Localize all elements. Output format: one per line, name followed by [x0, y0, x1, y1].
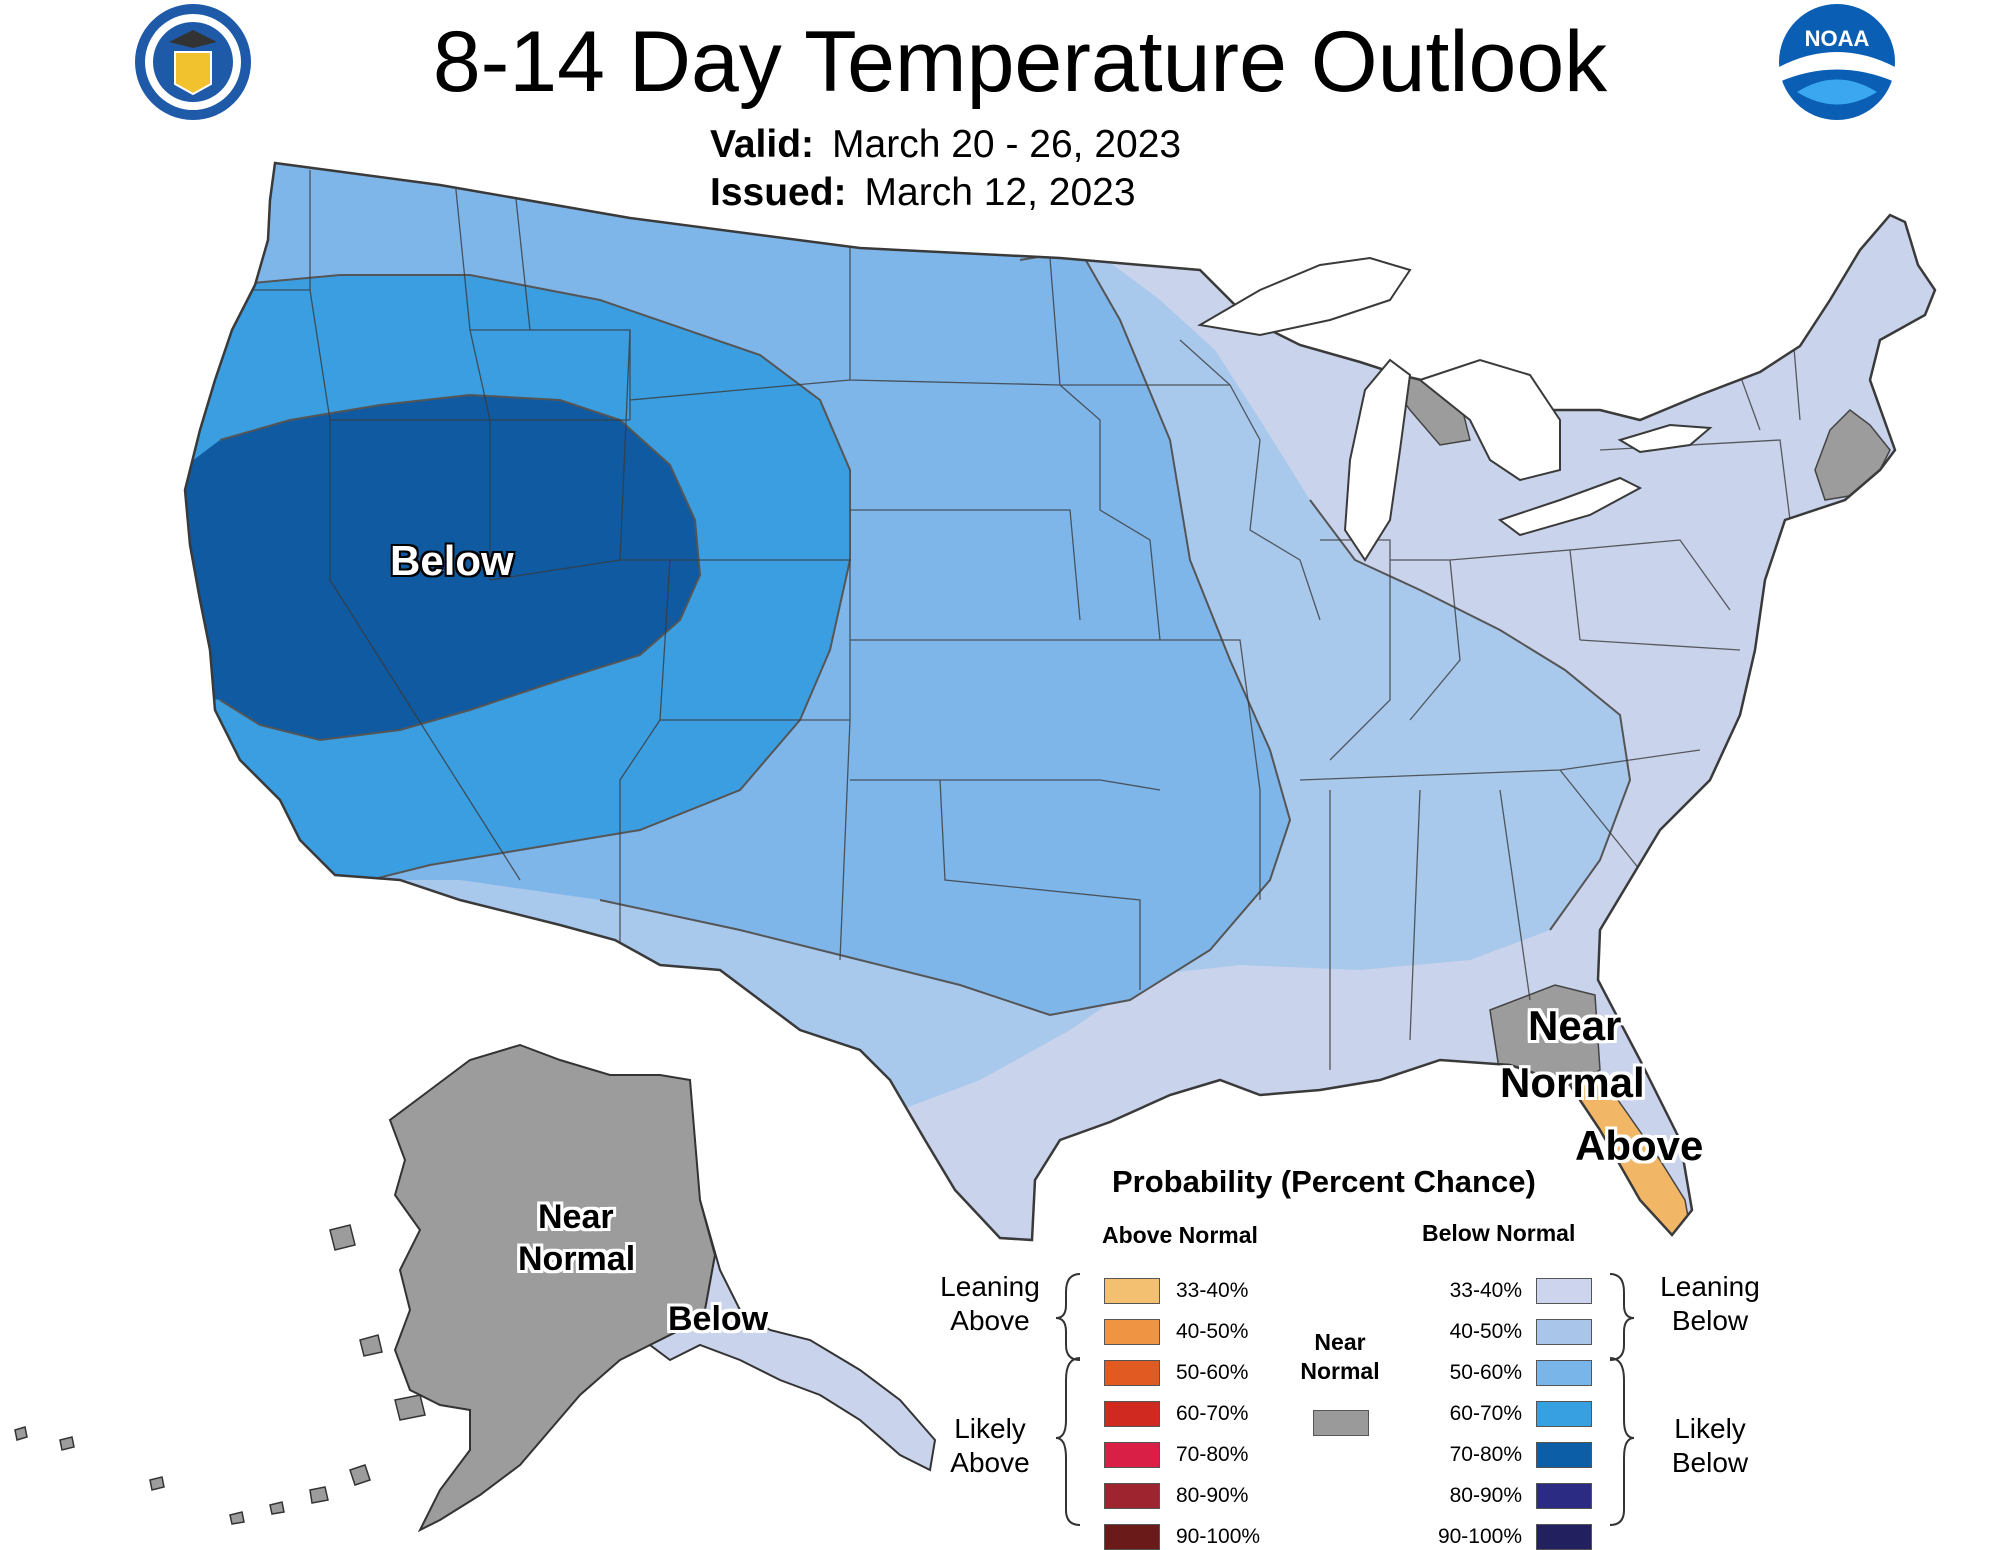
legend-below-range: 80-90%	[1449, 1484, 1522, 1507]
legend-leaning-above-line2: Above	[950, 1305, 1030, 1336]
legend-above-swatch	[1104, 1524, 1160, 1550]
legend-below-swatch	[1536, 1360, 1592, 1386]
issued-value: March 12, 2023	[864, 171, 1136, 214]
legend-below-swatch	[1536, 1524, 1592, 1550]
noaa-logo: NOAA	[1779, 4, 1895, 120]
legend-likely-above-line1: Likely	[954, 1413, 1026, 1444]
legend-below-swatch	[1536, 1319, 1592, 1345]
legend-above-swatch	[1104, 1401, 1160, 1427]
label-florida-normal: Normal	[1500, 1059, 1645, 1106]
svg-text:NOAA: NOAA	[1805, 26, 1870, 51]
legend-above-range: 40-50%	[1176, 1320, 1249, 1343]
legend-below-range: 33-40%	[1449, 1279, 1522, 1302]
label-alaska-normal: Normal	[518, 1240, 636, 1278]
legend-below-swatch	[1536, 1442, 1592, 1468]
legend-above-header: Above Normal	[1102, 1222, 1258, 1248]
legend-near-normal-line2: Normal	[1300, 1358, 1380, 1384]
page-title: 8-14 Day Temperature Outlook	[432, 14, 1608, 110]
legend-above-swatch	[1104, 1360, 1160, 1386]
legend-near-normal-swatch	[1313, 1410, 1369, 1436]
legend-above-swatch	[1104, 1319, 1160, 1345]
legend-near-normal-label: Near Normal	[1290, 1328, 1390, 1386]
legend-leaning-below-line2: Below	[1671, 1305, 1749, 1336]
legend-leaning-above: Leaning Above	[935, 1270, 1045, 1338]
valid-label: Valid:	[710, 123, 815, 166]
legend-above-range: 50-60%	[1176, 1361, 1249, 1384]
legend-below-header: Below Normal	[1422, 1220, 1576, 1246]
legend-below-range: 60-70%	[1449, 1402, 1522, 1425]
legend-likely-below-line2: Below	[1671, 1447, 1749, 1478]
valid-line: Valid: March 20 - 26, 2023	[710, 122, 1181, 168]
label-alaska-near: Near	[538, 1198, 614, 1236]
label-florida-near: Near	[1528, 1002, 1622, 1049]
legend-leaning-below: Leaning Below	[1650, 1270, 1770, 1338]
alaska-region	[14, 1043, 937, 1533]
legend-below-swatch	[1536, 1278, 1592, 1304]
legend-above-range: 70-80%	[1176, 1443, 1249, 1466]
legend-likely-above: Likely Above	[935, 1412, 1045, 1480]
legend-title: Probability (Percent Chance)	[1112, 1164, 1536, 1199]
legend-likely-below: Likely Below	[1650, 1412, 1770, 1480]
issued-line: Issued: March 12, 2023	[710, 170, 1136, 216]
legend-likely-above-line2: Above	[950, 1447, 1030, 1478]
legend-below-range: 70-80%	[1449, 1443, 1522, 1466]
legend-below-range: 50-60%	[1449, 1361, 1522, 1384]
legend-above-range: 90-100%	[1176, 1525, 1261, 1548]
legend-leaning-above-line1: Leaning	[940, 1271, 1040, 1302]
label-alaska-below: Below	[668, 1300, 769, 1338]
legend-likely-below-line1: Likely	[1674, 1413, 1746, 1444]
legend-leaning-below-line1: Leaning	[1660, 1271, 1760, 1302]
label-west-below: Below	[390, 537, 514, 584]
valid-value: March 20 - 26, 2023	[832, 123, 1182, 166]
label-florida-above: Above	[1575, 1122, 1704, 1169]
legend-above-range: 33-40%	[1176, 1279, 1249, 1302]
issued-label: Issued:	[710, 171, 847, 214]
legend-below-swatch	[1536, 1483, 1592, 1509]
legend-near-normal-line1: Near	[1314, 1329, 1366, 1355]
legend-below-range: 90-100%	[1437, 1525, 1522, 1548]
legend-above-swatch	[1104, 1278, 1160, 1304]
legend-above-swatch	[1104, 1442, 1160, 1468]
legend-above-range: 60-70%	[1176, 1402, 1249, 1425]
legend-above-range: 80-90%	[1176, 1484, 1249, 1507]
department-of-commerce-seal	[135, 4, 251, 120]
legend-below-range: 40-50%	[1449, 1320, 1522, 1343]
legend-above-swatch	[1104, 1483, 1160, 1509]
legend-below-swatch	[1536, 1401, 1592, 1427]
